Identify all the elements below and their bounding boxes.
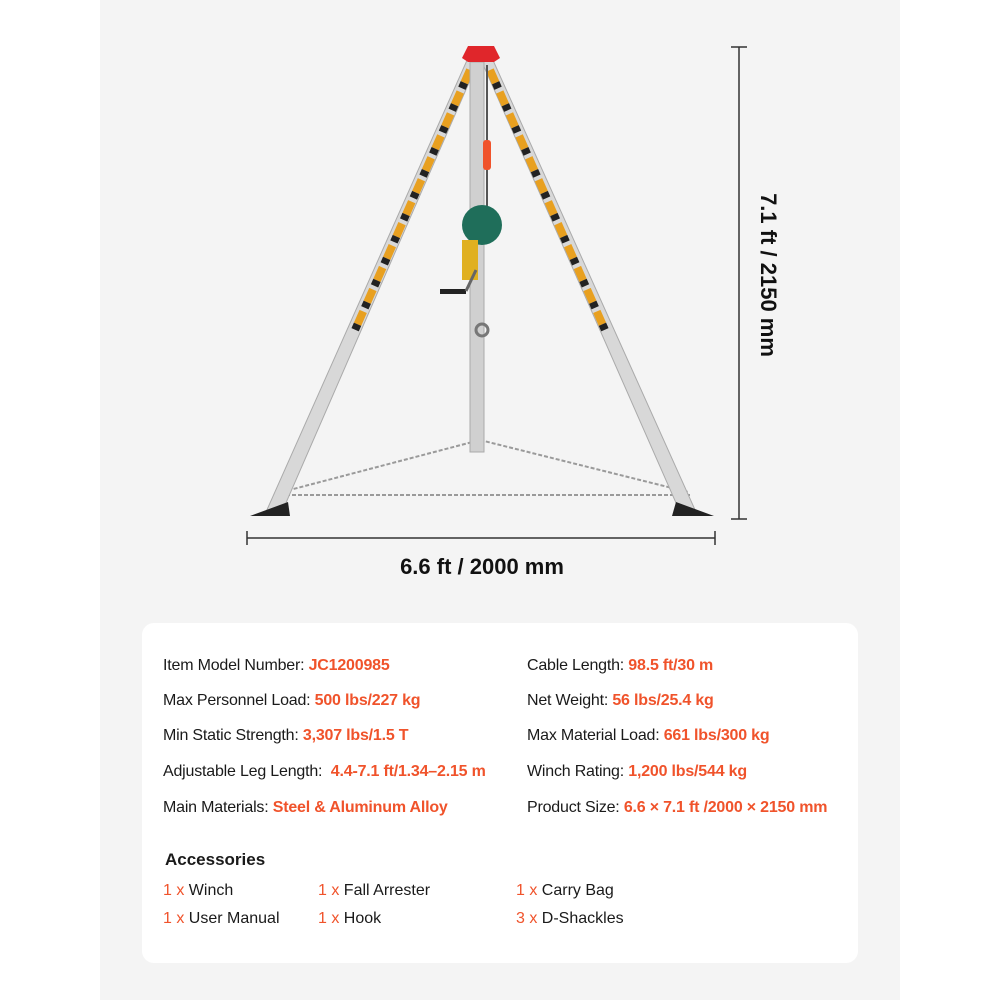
winch	[462, 205, 502, 245]
spec-card: Item Model Number: JC1200985 Max Personn…	[142, 623, 858, 963]
dimension-lines	[246, 46, 747, 545]
accessory-item: 1 x Carry Bag	[516, 882, 614, 899]
spec-min-static-strength: Min Static Strength: 3,307 lbs/1.5 T	[163, 727, 409, 744]
spec-winch-rating: Winch Rating: 1,200 lbs/544 kg	[527, 763, 747, 780]
spec-product-size: Product Size: 6.6 × 7.1 ft /2000 × 2150 …	[527, 799, 828, 816]
chain	[280, 439, 690, 496]
spec-leg-length: Adjustable Leg Length: 4.4-7.1 ft/1.34–2…	[163, 763, 486, 780]
accessories-title: Accessories	[165, 850, 266, 869]
tripod-head	[462, 46, 500, 62]
height-dimension-label: 7.1 ft / 2150 mm	[756, 193, 781, 357]
accessory-item: 1 x User Manual	[163, 910, 280, 927]
accessory-item: 1 x Hook	[318, 910, 382, 927]
spec-main-materials: Main Materials: Steel & Aluminum Alloy	[163, 799, 448, 816]
width-dimension-label: 6.6 ft / 2000 mm	[400, 554, 564, 579]
spec-max-personnel-load: Max Personnel Load: 500 lbs/227 kg	[163, 692, 421, 709]
tripod-illustration	[246, 46, 747, 545]
accessory-item: 3 x D-Shackles	[516, 910, 624, 927]
accessory-item: 1 x Fall Arrester	[318, 882, 431, 899]
tripod-legs	[250, 57, 714, 516]
spec-cable-length: Cable Length: 98.5 ft/30 m	[527, 657, 714, 674]
spec-item-model: Item Model Number: JC1200985	[163, 657, 390, 674]
accessory-item: 1 x Winch	[163, 882, 234, 899]
spec-max-material-load: Max Material Load: 661 lbs/300 kg	[527, 727, 770, 744]
spec-net-weight: Net Weight: 56 lbs/25.4 kg	[527, 692, 714, 709]
winch-handle-icon	[440, 289, 466, 294]
